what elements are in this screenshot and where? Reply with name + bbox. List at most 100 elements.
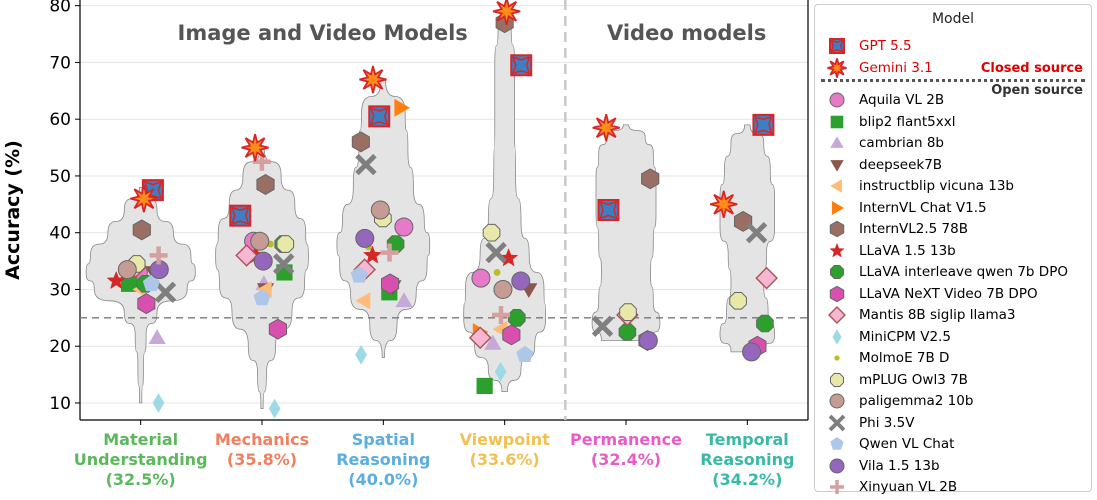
point-gemini-3-1-5: [709, 190, 738, 219]
legend-item: Qwen VL Chat: [823, 433, 954, 455]
point-gpt-5-5-4: [597, 199, 620, 221]
y-tick-label: 30: [49, 280, 71, 300]
legend-label: cambrian 8b: [859, 135, 944, 151]
legend-marker-shape: [830, 136, 844, 148]
legend-label: paligemma2 10b: [859, 393, 974, 409]
legend-item: Vila 1.5 13b: [823, 455, 940, 477]
point-qwen-vl-chat-3: [516, 345, 534, 362]
legend-marker: [829, 393, 845, 409]
legend-marker-shape: [830, 179, 842, 193]
point-mplug-owl3-7b-1: [276, 235, 295, 253]
legend-marker: [829, 285, 845, 302]
point-instructblip-vicuna-13b-2: [355, 292, 371, 310]
legend-item: paligemma2 10b: [823, 390, 973, 412]
point-paligemma2-10b-1: [250, 231, 270, 251]
point-qwen-vl-chat-0: [142, 274, 160, 292]
point-cambrian-8b-3: [484, 334, 502, 350]
point-paligemma2-10b-3: [493, 279, 513, 299]
point-gemini-3-1-0: [130, 184, 158, 213]
point-gemini-3-1-4: [592, 113, 620, 142]
legend-label: instructblip vicuna 13b: [859, 178, 1014, 194]
legend-item: Mantis 8B siglip llama3: [823, 304, 1016, 326]
legend-marker: [832, 328, 842, 345]
legend-label: InternVL2.5 78B: [859, 221, 968, 237]
legend-label: Aquila VL 2B: [859, 92, 945, 108]
point-vila-1-5-13b-2: [355, 228, 375, 248]
point-mantis-8b-siglip-llama3-3: [468, 326, 492, 350]
category-label: Material Understanding (32.5%): [74, 430, 208, 489]
legend-marker-shape: [829, 242, 845, 257]
point-minicpm-v2-5-0: [152, 393, 165, 413]
point-internvl2-5-78b-1: [256, 174, 275, 195]
point-gpt-5-5-5: [752, 113, 775, 136]
legend-marker: [831, 200, 844, 215]
legend-marker: [829, 242, 845, 257]
group-title-0: Image and Video Models: [178, 21, 468, 45]
point-blip2-flant5xxl-0: [120, 275, 138, 292]
legend-marker: [829, 38, 845, 54]
point-minicpm-v2-5-1: [268, 398, 281, 419]
point-gpt-5-5-1: [229, 204, 252, 227]
legend-label: deepseek7B: [859, 156, 943, 173]
legend-marker: [829, 92, 845, 108]
point-xinyuan-vl-2b-0: [149, 246, 168, 265]
y-tick-label: 70: [49, 53, 71, 73]
legend-marker-shape: [830, 265, 844, 279]
legend-marker-shape: [829, 393, 845, 409]
legend-marker: [830, 437, 844, 450]
legend-marker: [830, 265, 844, 279]
legend-marker: [828, 306, 846, 324]
legend-marker: [828, 414, 846, 431]
category-label: Mechanics (35.8%): [215, 430, 309, 469]
legend-item: Gemini 3.1: [823, 57, 933, 79]
y-axis-label: Accuracy (%): [2, 140, 24, 280]
point-llava-next-video-7b-dpo-0: [137, 293, 156, 315]
point-llava-next-video-7b-dpo-1: [268, 318, 287, 340]
category-label: Temporal Reasoning (34.2%): [700, 430, 794, 489]
legend-marker-shape: [831, 200, 844, 215]
legend-marker-shape: [830, 437, 844, 450]
legend-label: LLaVA interleave qwen 7b DPO: [859, 264, 1068, 280]
legend-label: Qwen VL Chat: [859, 436, 955, 452]
point-aquila-vl-2b-2: [394, 217, 414, 237]
point-phi-3-5v-5: [745, 222, 768, 244]
point-llava-next-video-7b-dpo-2: [381, 273, 400, 295]
legend-item: blip2 flant5xxl: [823, 111, 955, 133]
point-mplug-owl3-7b-4: [619, 303, 637, 321]
legend-marker-shape: [829, 38, 845, 54]
legend-marker-shape: [830, 480, 844, 494]
legend-label: Xinyuan VL 2B: [859, 479, 958, 495]
legend-marker-shape: [832, 328, 842, 345]
point-vila-1-5-13b-3: [511, 271, 531, 291]
legend-item: Xinyuan VL 2B: [823, 476, 957, 498]
legend-item: MolmoE 7B D: [823, 347, 949, 369]
legend-marker-shape: [830, 372, 844, 387]
legend-title: Model: [931, 11, 975, 27]
group-title-1: Video models: [607, 21, 766, 45]
point-minicpm-v2-5-2: [355, 344, 367, 365]
point-qwen-vl-chat-2: [350, 266, 368, 283]
legend-marker: [830, 179, 842, 193]
legend-marker: [830, 115, 844, 128]
point-mantis-8b-siglip-llama3-5: [755, 266, 778, 290]
point-blip2-flant5xxl-3: [476, 377, 493, 395]
legend-item: mPLUG Owl3 7B: [823, 369, 968, 391]
point-mplug-owl3-7b-3: [482, 223, 501, 242]
legend-label: mPLUG Owl3 7B: [859, 371, 968, 388]
point-mplug-owl3-7b-5: [729, 292, 747, 310]
point-llava-interleave-qwen-7b-dpo-5: [756, 314, 774, 333]
point-internvl-chat-v1-5-2: [394, 98, 410, 117]
legend-label: Vila 1.5 13b: [859, 457, 940, 474]
legend-marker: [829, 220, 845, 238]
point-cambrian-8b-2: [395, 292, 413, 308]
point-internvl2-5-78b-4: [641, 168, 660, 190]
point-llava-interleave-qwen-7b-dpo-3: [507, 309, 526, 327]
violin-0: [85, 186, 196, 404]
legend-item: Aquila VL 2B: [823, 89, 944, 111]
legend-marker-shape: [829, 285, 845, 302]
y-tick-label: 20: [49, 337, 71, 357]
legend-item: MiniCPM V2.5: [823, 326, 951, 348]
legend-item: cambrian 8b: [823, 132, 944, 154]
point-phi-3-5v-3: [485, 241, 507, 264]
